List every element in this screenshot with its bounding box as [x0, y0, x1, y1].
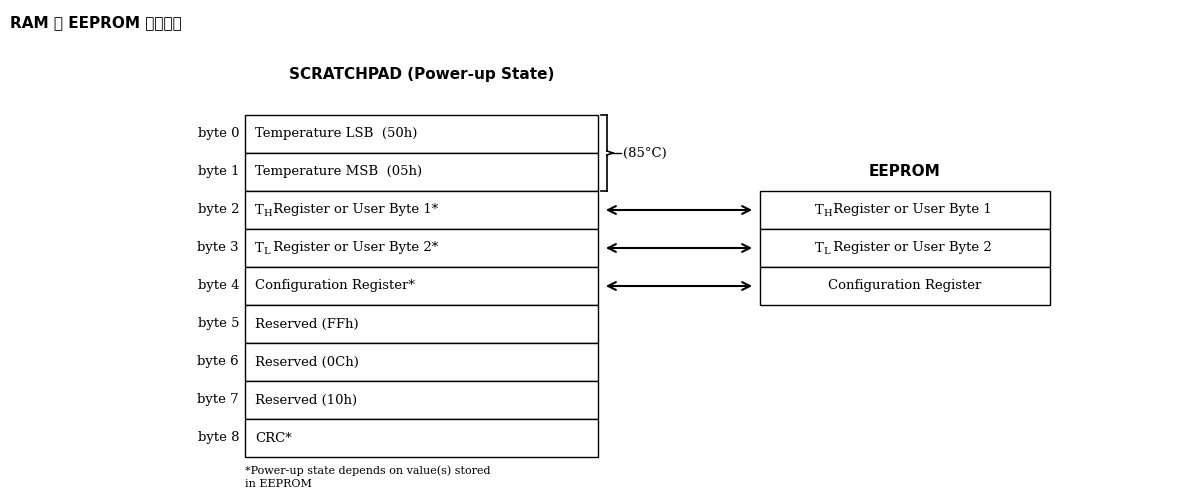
Bar: [244, 305, 598, 343]
Text: byte 5: byte 5: [197, 317, 239, 330]
Text: CRC*: CRC*: [255, 432, 292, 444]
Text: L: L: [263, 248, 269, 256]
Text: (85°C): (85°C): [624, 146, 667, 160]
Text: H: H: [263, 209, 272, 219]
Bar: [244, 343, 598, 381]
Bar: [761, 267, 1050, 305]
Text: H: H: [823, 209, 831, 219]
Text: byte 2: byte 2: [197, 203, 239, 216]
Bar: [761, 191, 1050, 229]
Text: byte 3: byte 3: [197, 242, 239, 254]
Text: Configuration Register*: Configuration Register*: [255, 280, 415, 293]
Text: SCRATCHPAD (Power-up State): SCRATCHPAD (Power-up State): [289, 67, 554, 82]
Text: Register or User Byte 2: Register or User Byte 2: [829, 242, 992, 254]
Text: byte 0: byte 0: [197, 127, 239, 140]
Text: T: T: [815, 242, 824, 254]
Text: byte 7: byte 7: [197, 393, 239, 407]
Text: byte 8: byte 8: [197, 432, 239, 444]
Text: byte 6: byte 6: [197, 356, 239, 369]
Text: Register or User Byte 1*: Register or User Byte 1*: [269, 203, 438, 216]
Text: Configuration Register: Configuration Register: [828, 280, 981, 293]
Text: EEPROM: EEPROM: [869, 165, 941, 180]
Text: Temperature LSB  (50h): Temperature LSB (50h): [255, 127, 417, 140]
Text: *Power-up state depends on value(s) stored: *Power-up state depends on value(s) stor…: [244, 465, 490, 476]
Text: Reserved (0Ch): Reserved (0Ch): [255, 356, 359, 369]
Bar: [244, 267, 598, 305]
Text: Reserved (10h): Reserved (10h): [255, 393, 357, 407]
Bar: [244, 419, 598, 457]
Bar: [244, 191, 598, 229]
Bar: [244, 381, 598, 419]
Text: RAM 及 EEPROM 结构图：: RAM 及 EEPROM 结构图：: [9, 15, 182, 30]
Text: L: L: [823, 248, 829, 256]
Bar: [244, 229, 598, 267]
Text: byte 4: byte 4: [197, 280, 239, 293]
Text: byte 1: byte 1: [197, 166, 239, 179]
Text: Register or User Byte 2*: Register or User Byte 2*: [269, 242, 438, 254]
Text: T: T: [255, 242, 263, 254]
Text: T: T: [255, 203, 263, 216]
Bar: [244, 153, 598, 191]
Text: Temperature MSB  (05h): Temperature MSB (05h): [255, 166, 422, 179]
Text: Register or User Byte 1: Register or User Byte 1: [829, 203, 992, 216]
Text: T: T: [815, 203, 824, 216]
Text: Reserved (FFh): Reserved (FFh): [255, 317, 359, 330]
Text: in EEPROM: in EEPROM: [244, 479, 312, 489]
Bar: [244, 115, 598, 153]
Bar: [761, 229, 1050, 267]
